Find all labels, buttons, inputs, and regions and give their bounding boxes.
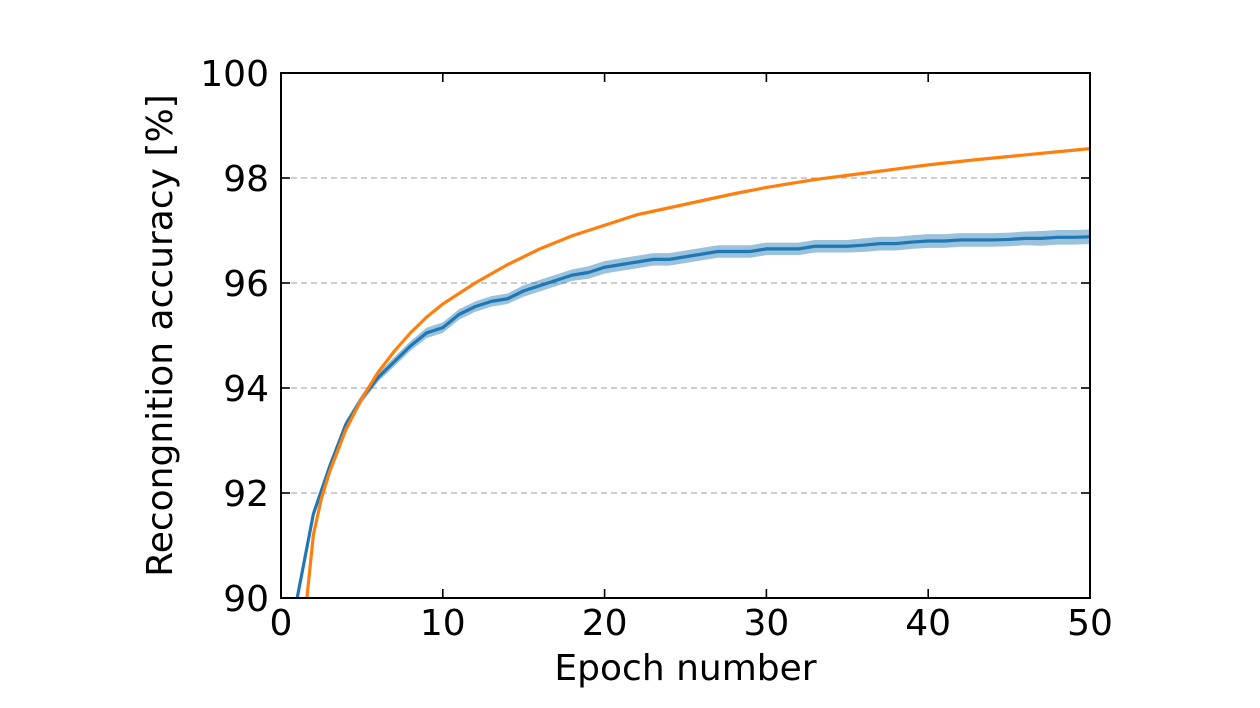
axis-ticks: 0 10 20 30 40 50 90 92 94 96 98 100 [200, 54, 1113, 644]
confidence-bands [297, 229, 1090, 598]
x-tick-label: 50 [1067, 603, 1113, 644]
y-tick-label: 100 [200, 54, 269, 95]
y-tick-label: 90 [223, 579, 269, 620]
x-tick-label: 10 [420, 603, 466, 644]
band-blue [297, 229, 1090, 598]
y-tick-label: 92 [223, 474, 269, 515]
x-axis-label: Epoch number [554, 648, 816, 689]
y-tick-label: 94 [223, 369, 269, 410]
plot-frame [280, 72, 1091, 599]
series-line-orange [305, 147, 1090, 598]
grid-lines [281, 177, 1090, 494]
x-tick-label: 20 [582, 603, 628, 644]
series-line-blue [295, 235, 1090, 598]
y-tick-label: 96 [223, 264, 269, 305]
y-axis-label: Recongnition accuracy [%] [140, 94, 181, 576]
y-tick-label: 98 [223, 159, 269, 200]
x-tick-label: 30 [743, 603, 789, 644]
x-tick-label: 0 [270, 603, 293, 644]
x-tick-label: 40 [905, 603, 951, 644]
series-lines [295, 147, 1090, 598]
